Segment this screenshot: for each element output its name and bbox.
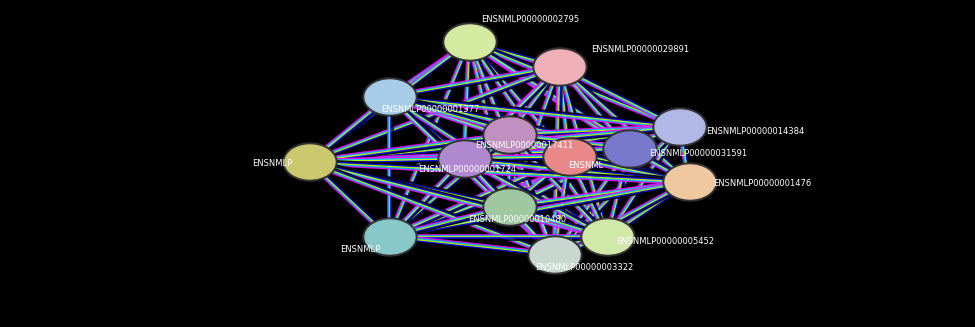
Ellipse shape	[483, 116, 537, 154]
Text: ENSNMLP00000002795: ENSNMLP00000002795	[481, 14, 579, 24]
Ellipse shape	[665, 165, 715, 199]
Ellipse shape	[483, 188, 537, 226]
Ellipse shape	[363, 78, 417, 116]
Text: ENSNMLP00000031591: ENSNMLP00000031591	[649, 149, 747, 159]
Ellipse shape	[363, 218, 417, 256]
Ellipse shape	[663, 163, 717, 201]
Ellipse shape	[528, 236, 582, 274]
Ellipse shape	[583, 220, 633, 254]
Ellipse shape	[603, 130, 657, 168]
Ellipse shape	[530, 238, 580, 272]
Text: ENSNMLP: ENSNMLP	[340, 245, 380, 253]
Text: ENSNMLP00000001476: ENSNMLP00000001476	[713, 180, 811, 188]
Text: ENSNMLP00000010480: ENSNMLP00000010480	[468, 215, 566, 223]
Ellipse shape	[438, 140, 492, 178]
Ellipse shape	[440, 142, 490, 176]
Ellipse shape	[655, 110, 705, 144]
Text: ENSNML: ENSNML	[568, 162, 604, 170]
Ellipse shape	[581, 218, 635, 256]
Ellipse shape	[485, 118, 535, 152]
Text: ENSNMLP00000001724: ENSNMLP00000001724	[418, 165, 516, 175]
Ellipse shape	[285, 145, 335, 179]
Ellipse shape	[533, 48, 587, 86]
Text: ENSNMLP00000003322: ENSNMLP00000003322	[535, 263, 633, 271]
Text: ENSNMLP00000001377: ENSNMLP00000001377	[381, 105, 479, 113]
Text: ENSNMLP00000005452: ENSNMLP00000005452	[616, 236, 714, 246]
Text: ENSNMLP00000017411: ENSNMLP00000017411	[475, 142, 573, 150]
Ellipse shape	[543, 138, 597, 176]
Text: ENSNMLP00000029891: ENSNMLP00000029891	[591, 44, 689, 54]
Ellipse shape	[445, 25, 495, 59]
Ellipse shape	[283, 143, 337, 181]
Text: ENSNMLP00000014384: ENSNMLP00000014384	[706, 127, 804, 135]
Ellipse shape	[443, 23, 497, 61]
Text: ENSNMLP: ENSNMLP	[252, 160, 292, 168]
Ellipse shape	[605, 132, 655, 166]
Ellipse shape	[365, 80, 415, 114]
Ellipse shape	[653, 108, 707, 146]
Ellipse shape	[365, 220, 415, 254]
Ellipse shape	[485, 190, 535, 224]
Ellipse shape	[535, 50, 585, 84]
Ellipse shape	[545, 140, 595, 174]
